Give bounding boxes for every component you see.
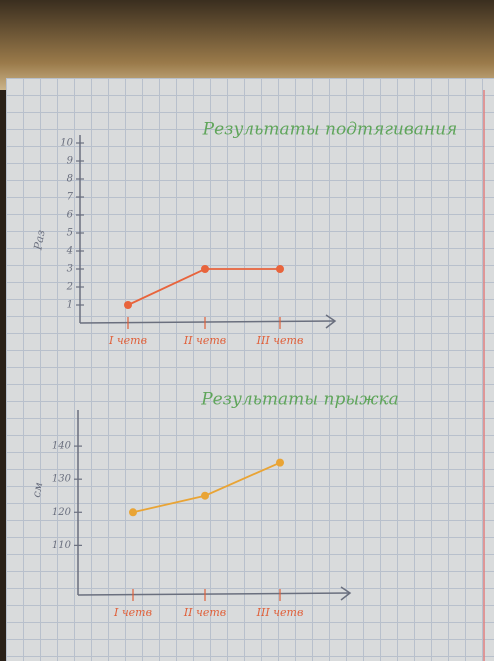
y-tick-label: 120 xyxy=(52,507,72,518)
y-tick-label: 140 xyxy=(52,441,72,452)
x-tick-label: II четв xyxy=(183,606,226,619)
y-tick-label: 2 xyxy=(66,282,73,293)
y-tick-label: 5 xyxy=(67,228,73,239)
y-tick-label: 10 xyxy=(60,138,73,149)
x-arrow xyxy=(340,586,352,601)
y-tick-label: 110 xyxy=(52,540,72,551)
x-tick-label: III четв xyxy=(256,606,304,619)
y-tick-label: 3 xyxy=(67,264,73,275)
chart-title: Результаты подтягивания xyxy=(202,120,458,140)
x-axis xyxy=(77,592,351,596)
y-tick-label: 4 xyxy=(66,246,73,257)
point xyxy=(124,301,132,309)
point xyxy=(201,265,209,273)
notebook-page xyxy=(6,78,494,661)
series-line xyxy=(132,461,281,514)
point xyxy=(276,265,284,273)
y-tick-label: 6 xyxy=(67,210,74,221)
y-tick-label: 7 xyxy=(67,192,74,203)
x-tick-label: II четв xyxy=(183,334,226,347)
point xyxy=(276,458,284,467)
x-tick-label: I четв xyxy=(113,606,152,619)
y-tick-label: 9 xyxy=(67,156,74,167)
x-tick-label: III четв xyxy=(256,334,304,347)
desk xyxy=(0,0,494,90)
x-axis xyxy=(79,320,336,324)
y-tick-label: 1 xyxy=(67,300,73,311)
point xyxy=(129,508,137,517)
point xyxy=(201,491,209,500)
x-tick-label: I четв xyxy=(108,334,147,347)
series-line xyxy=(127,268,280,306)
y-axis-label: Раз xyxy=(31,229,47,252)
x-arrow xyxy=(325,314,337,329)
y-axis-label: см xyxy=(30,481,45,498)
y-tick-label: 8 xyxy=(67,174,73,185)
y-tick-label: 130 xyxy=(52,474,72,485)
chart-title: Результаты прыжка xyxy=(200,390,399,410)
